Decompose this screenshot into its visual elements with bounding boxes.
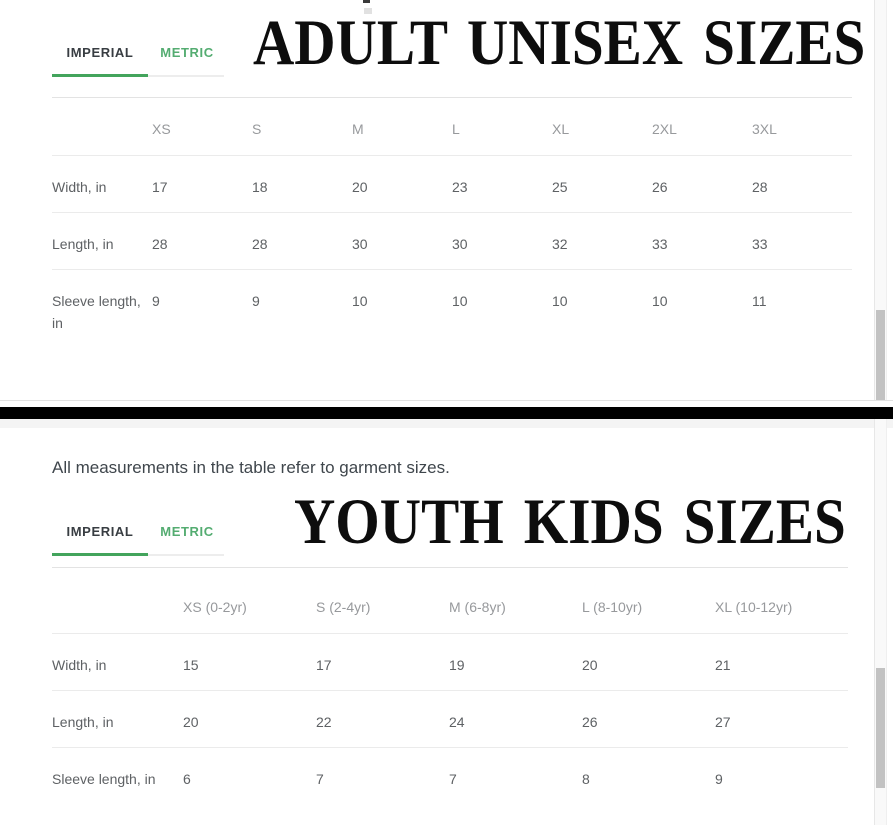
table-cell: 21 — [715, 657, 731, 673]
column-header-empty — [52, 97, 152, 156]
table-cell: 28 — [752, 179, 768, 195]
column-header: XL — [552, 97, 652, 156]
column-header: M (6-8yr) — [449, 567, 582, 634]
black-divider-bar — [0, 407, 893, 419]
youth-section-title: YOUTH KIDS SIZES — [294, 486, 846, 558]
table-cell: 8 — [582, 747, 715, 806]
tab-imperial-adult[interactable]: IMPERIAL — [66, 45, 134, 60]
table-cell: 11 — [752, 269, 852, 350]
adult-section-title: ADULT UNISEX SIZES — [253, 7, 866, 79]
table-cell: 26 — [582, 690, 715, 748]
table-cell: 9 — [252, 269, 352, 350]
table-cell: 32 — [552, 212, 652, 270]
table-cell: 7 — [316, 747, 449, 806]
table-row: Length, in 28 28 30 30 32 33 33 — [52, 212, 852, 270]
tab-metric-adult[interactable]: METRIC — [160, 45, 214, 60]
table-cell: 30 — [352, 212, 452, 270]
table-cell: 25 — [552, 179, 568, 195]
youth-unit-tabs: IMPERIAL METRIC — [52, 510, 226, 556]
table-cell: 24 — [449, 690, 582, 748]
table-cell: 10 — [452, 269, 552, 350]
table-cell: 10 — [352, 269, 452, 350]
table-cell: 26 — [652, 179, 668, 195]
column-header: 2XL — [652, 97, 752, 156]
table-row: Width, in 17 18 20 23 25 26 28 — [52, 156, 852, 213]
youth-size-table: XS (0-2yr) S (2-4yr) M (6-8yr) L (8-10yr) XL… — [52, 567, 848, 806]
tab-underline — [52, 553, 226, 556]
row-label: Length, in — [52, 690, 183, 748]
adult-size-table: XS S M L XL 2XL 3XL Width, in 17 18 20 23 25 26 28 Leng… — [52, 97, 852, 350]
column-header-empty — [52, 567, 183, 634]
tab-underline-rest — [148, 554, 224, 556]
table-cell: 10 — [552, 269, 652, 350]
row-label: Width, in — [52, 657, 107, 673]
table-cell: 20 — [352, 179, 368, 195]
table-cell: 15 — [183, 657, 199, 673]
column-header: XS — [152, 97, 252, 156]
measurement-note: All measurements in the table refer to g… — [52, 458, 450, 477]
adult-unit-tabs: IMPERIAL METRIC — [52, 31, 226, 77]
table-cell: 28 — [152, 212, 252, 270]
table-cell: 30 — [452, 212, 552, 270]
table-cell: 19 — [449, 657, 465, 673]
column-header: 3XL — [752, 97, 852, 156]
tab-underline-rest — [148, 75, 224, 77]
row-label: Width, in — [52, 179, 107, 195]
active-tab-indicator — [52, 553, 148, 556]
cutoff-text-mark-faint — [364, 8, 372, 14]
row-label: Sleeve length, in — [52, 747, 183, 806]
column-header: XS (0-2yr) — [183, 567, 316, 634]
scrollbar-thumb-top[interactable] — [876, 310, 885, 401]
row-label: Sleeve length, in — [52, 269, 152, 350]
active-tab-indicator — [52, 74, 148, 77]
row-label: Length, in — [52, 212, 152, 270]
table-row: Sleeve length, in 9 9 10 10 10 10 11 — [52, 269, 852, 350]
column-header: L — [452, 97, 552, 156]
table-cell: 17 — [316, 657, 332, 673]
section-bottom-edge — [0, 400, 893, 401]
table-cell: 18 — [252, 179, 268, 195]
table-cell: 20 — [183, 690, 316, 748]
table-cell: 17 — [152, 179, 168, 195]
scrollbar-thumb-bottom[interactable] — [876, 668, 885, 788]
column-header: L (8-10yr) — [582, 567, 715, 634]
table-cell: 6 — [183, 747, 316, 806]
tab-underline — [52, 74, 226, 77]
cutoff-text-mark — [363, 0, 370, 3]
table-cell: 22 — [316, 690, 449, 748]
table-cell: 9 — [715, 747, 848, 806]
column-header: M — [352, 97, 452, 156]
table-cell: 28 — [252, 212, 352, 270]
table-cell: 9 — [152, 269, 252, 350]
column-header: XL (10-12yr) — [715, 567, 848, 634]
section-top-strip — [0, 419, 893, 428]
table-cell: 20 — [582, 657, 598, 673]
tab-imperial-youth[interactable]: IMPERIAL — [66, 524, 134, 539]
column-header: S — [252, 97, 352, 156]
table-row: Length, in 20 22 24 26 27 — [52, 690, 848, 748]
table-row: Width, in 15 17 19 20 21 — [52, 634, 848, 691]
table-cell: 23 — [452, 179, 468, 195]
table-cell: 33 — [652, 212, 752, 270]
table-row: Sleeve length, in 6 7 7 8 9 — [52, 747, 848, 806]
tab-metric-youth[interactable]: METRIC — [160, 524, 214, 539]
scrollbar-track-top[interactable] — [874, 0, 887, 401]
table-cell: 7 — [449, 747, 582, 806]
table-cell: 33 — [752, 212, 852, 270]
table-cell: 10 — [652, 269, 752, 350]
table-cell: 27 — [715, 690, 848, 748]
column-header: S (2-4yr) — [316, 567, 449, 634]
